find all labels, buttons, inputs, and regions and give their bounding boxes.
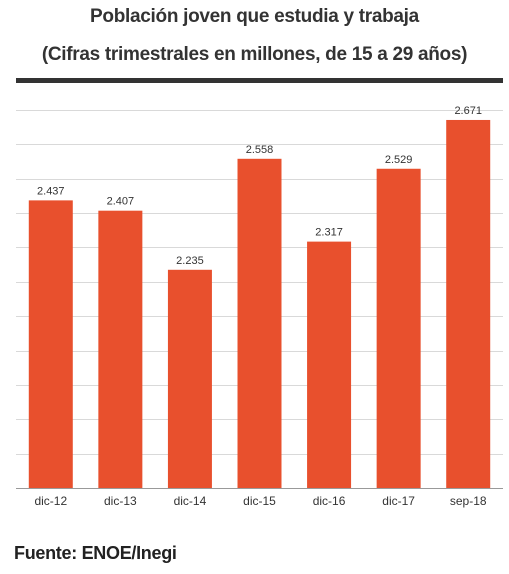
bar-dic-16: [307, 241, 352, 488]
data-label: 2.529: [385, 154, 413, 166]
x-tick-label: dic-13: [104, 494, 137, 508]
data-label: 2.437: [37, 185, 65, 197]
x-tick-label: dic-17: [382, 494, 415, 508]
bar-dic-13: [98, 210, 143, 488]
data-label: 2.407: [107, 196, 135, 208]
chart-subtitle: (Cifras trimestrales en millones, de 15 …: [41, 44, 468, 65]
x-tick-label: dic-14: [174, 494, 207, 508]
x-tick-label: dic-16: [313, 494, 346, 508]
bar-dic-17: [376, 168, 421, 488]
header-rule: [16, 78, 503, 83]
x-tick-label: dic-15: [243, 494, 276, 508]
data-label: 2.671: [454, 105, 482, 117]
x-tick-label: sep-18: [450, 494, 487, 508]
bar-sep-18: [446, 119, 491, 488]
bar-dic-15: [237, 158, 282, 488]
data-label: 2.317: [315, 227, 343, 239]
chart-title: Población joven que estudia y trabaja: [90, 6, 419, 27]
source-note: Fuente: ENOE/Inegi: [14, 543, 177, 563]
bar-dic-14: [167, 269, 212, 488]
bar-dic-12: [28, 200, 73, 489]
data-label: 2.235: [176, 255, 204, 267]
data-label: 2.558: [246, 144, 274, 156]
x-tick-label: dic-12: [34, 494, 67, 508]
